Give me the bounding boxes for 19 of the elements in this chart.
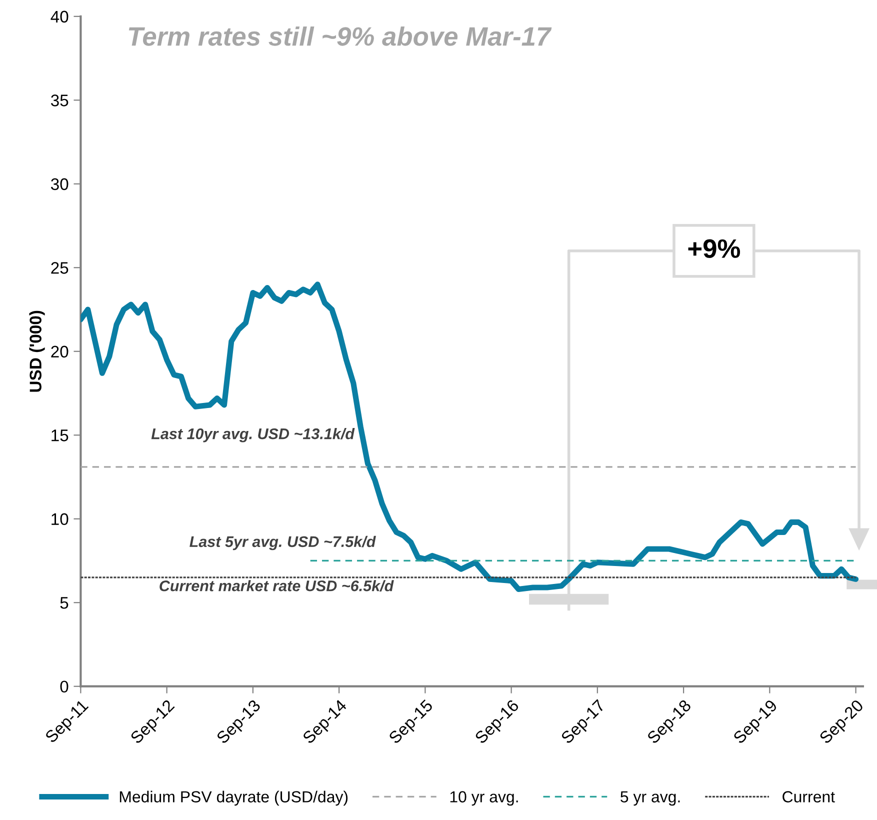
- y-tick-label: 15: [52, 430, 68, 442]
- annotation: Current market rate USD ~6.5k/d: [160, 580, 394, 592]
- y-tick-label: 0: [60, 680, 68, 693]
- y-tick-label: 40: [50, 10, 68, 23]
- y-tick-label: 30: [50, 178, 68, 190]
- legend-label: 10 yr avg.: [450, 791, 518, 806]
- y-tick-label: 20: [51, 346, 68, 358]
- y-tick-label: 5: [60, 597, 68, 609]
- chart-title: Term rates still ~9% above Mar-17: [128, 26, 552, 46]
- y-tick-label: 25: [51, 262, 68, 274]
- y-tick-label: 35: [50, 94, 68, 106]
- y-axis-title: USD ('000): [29, 310, 45, 392]
- y-tick-label: 10: [52, 513, 68, 526]
- annotation: Last 10yr avg. USD ~13.1k/d: [151, 428, 355, 442]
- legend-label: Medium PSV dayrate (USD/day): [120, 790, 348, 806]
- legend-label: Current: [782, 791, 835, 802]
- annotation: Last 5yr avg. USD ~7.5k/d: [190, 536, 376, 550]
- legend-label: 5 yr avg.: [620, 791, 680, 806]
- annotation: +9%: [688, 239, 740, 258]
